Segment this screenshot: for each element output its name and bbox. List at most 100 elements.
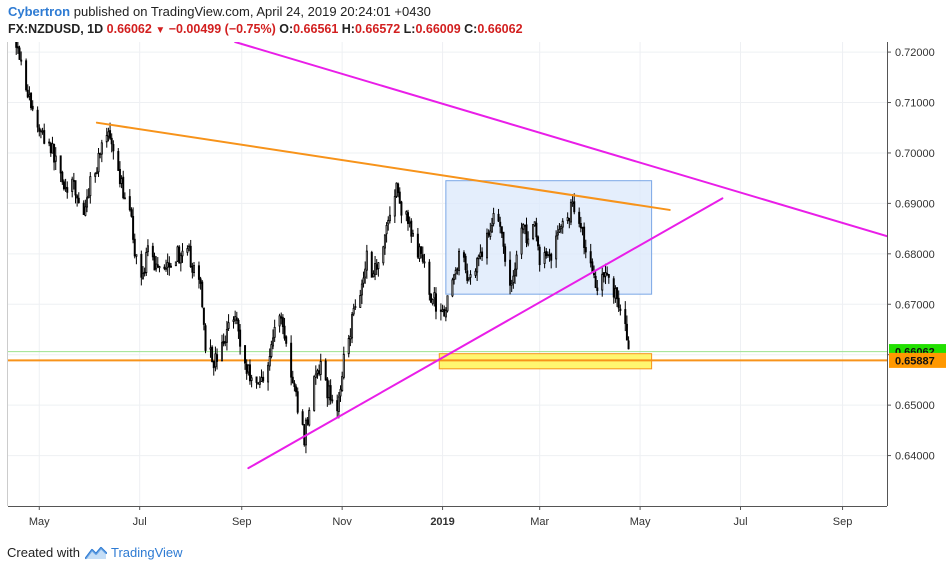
plot-left-border: [7, 42, 8, 506]
close-label: C:: [464, 22, 478, 36]
candle-body: [130, 209, 133, 217]
candle-body: [76, 195, 79, 199]
candle-body: [18, 47, 21, 60]
candle-body: [474, 270, 477, 276]
candle-body: [107, 131, 110, 137]
candle-body: [30, 92, 33, 109]
candle-body: [456, 268, 459, 271]
candle-body: [318, 370, 321, 375]
candle-body: [375, 264, 378, 270]
candle-body: [237, 319, 240, 332]
candle-body: [548, 254, 551, 257]
candle-body: [209, 347, 212, 350]
candle-body: [431, 298, 434, 304]
candle-body: [596, 287, 599, 291]
candle-body: [430, 294, 433, 303]
candle-body: [128, 196, 131, 211]
candle-body: [374, 263, 377, 275]
candle-body: [336, 400, 339, 412]
candle-body: [408, 221, 411, 224]
candle-body: [433, 292, 436, 299]
candle-body: [153, 255, 156, 271]
close-value: 0.66062: [477, 22, 523, 36]
candle-body: [155, 263, 158, 270]
candle-body: [224, 341, 227, 344]
candle-body: [566, 217, 569, 221]
candle-body: [515, 254, 518, 270]
tradingview-brand[interactable]: TradingView: [110, 545, 183, 560]
chart-trendlines: [95, 42, 887, 470]
candle-body: [556, 232, 559, 236]
candle-body: [349, 336, 352, 340]
candle-body: [388, 214, 391, 222]
candle-body: [89, 176, 92, 197]
candle-body: [199, 278, 202, 284]
candle-body: [558, 228, 561, 233]
candle-body: [329, 385, 332, 401]
candle-body: [232, 319, 235, 322]
author-name[interactable]: Cybertron: [8, 4, 71, 19]
candle-body: [272, 337, 275, 347]
candle-body: [453, 274, 456, 281]
candle-body: [267, 364, 270, 383]
candle-body: [347, 338, 350, 355]
x-tick-label: Mar: [530, 516, 549, 528]
x-tick-label: 2019: [430, 516, 454, 528]
candle-body: [606, 273, 609, 275]
candle-body: [525, 224, 528, 244]
candle-body: [244, 345, 247, 364]
candle-body: [62, 181, 65, 190]
candle-body: [25, 60, 28, 91]
candle-body: [174, 261, 177, 267]
x-tick-label: May: [29, 516, 50, 528]
candle-body: [569, 201, 572, 223]
candle-body: [612, 278, 615, 298]
candle-body: [443, 308, 446, 317]
candle-body: [466, 270, 469, 281]
candle-body: [400, 201, 403, 216]
candle-body: [326, 378, 329, 399]
open-value: 0.66561: [293, 22, 339, 36]
trendline-magenta-1: [234, 42, 887, 238]
candle-body: [273, 326, 276, 338]
chart-axes: 0.640000.650000.660000.670000.680000.690…: [7, 42, 946, 528]
candle-body: [270, 344, 273, 357]
candle-body: [301, 411, 304, 425]
candle-body: [112, 144, 115, 152]
candle-body: [354, 306, 357, 308]
candle-body: [118, 168, 121, 185]
support-level-badge: [889, 352, 946, 368]
created-with-label: Created with: [7, 545, 80, 560]
candle-body: [527, 238, 530, 245]
candle-body: [421, 254, 424, 262]
candle-body: [601, 273, 604, 291]
candle-body: [165, 267, 168, 270]
candle-body: [464, 255, 467, 271]
candle-body: [509, 259, 512, 286]
candle-body: [250, 377, 253, 381]
candle-body: [352, 307, 355, 315]
candle-body: [51, 143, 54, 154]
candle-body: [285, 336, 288, 344]
candle-body: [467, 277, 470, 280]
candle-body: [39, 130, 42, 133]
candle-body: [235, 317, 238, 321]
x-tick-label: Sep: [232, 516, 252, 528]
candle-body: [477, 255, 480, 260]
y-tick-label: 0.72000: [895, 47, 935, 59]
candle-body: [82, 202, 85, 215]
candle-body: [589, 251, 592, 264]
candle-body: [295, 386, 298, 393]
candle-body: [418, 246, 421, 259]
candle-body: [191, 265, 194, 273]
candle-body: [492, 213, 495, 225]
candle-body: [260, 377, 263, 382]
candle-body: [48, 141, 51, 144]
x-tick-label: Jul: [133, 516, 147, 528]
candle-body: [59, 155, 62, 174]
candle-body: [423, 261, 426, 264]
candle-body: [342, 353, 345, 378]
candle-body: [406, 212, 409, 224]
candle-body: [64, 186, 67, 189]
